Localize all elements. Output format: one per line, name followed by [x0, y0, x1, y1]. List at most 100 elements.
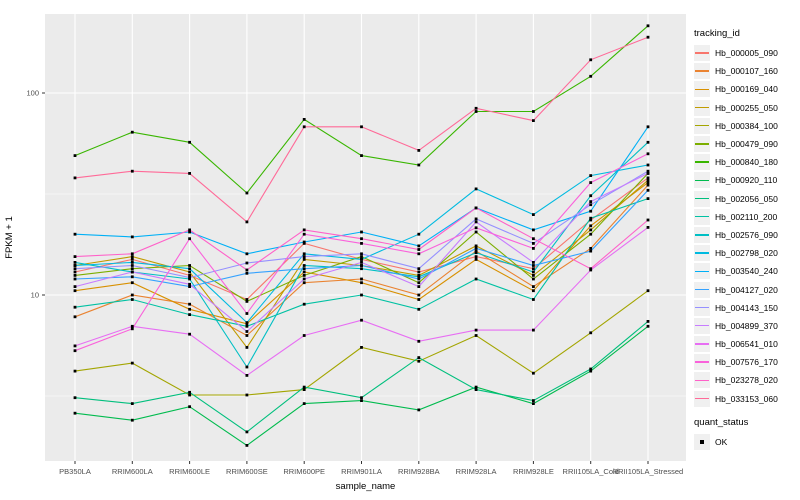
data-point	[474, 385, 478, 389]
data-point	[73, 305, 77, 309]
data-point	[360, 252, 363, 256]
legend-key-swatch	[694, 372, 710, 389]
data-point	[360, 255, 363, 258]
data-point	[532, 242, 535, 245]
data-point	[589, 232, 593, 236]
data-point	[474, 255, 478, 258]
data-point	[360, 346, 363, 349]
x-tick-label: RRIM901LA	[341, 467, 382, 476]
data-point	[646, 24, 650, 28]
data-point	[73, 261, 77, 264]
legend-entry-Hb_000384_100: Hb_000384_100	[694, 117, 800, 135]
data-point	[302, 388, 306, 391]
legend-entry-label: Hb_002576_090	[715, 229, 778, 240]
data-point	[474, 187, 478, 191]
legend-entry-Hb_006541_010: Hb_006541_010	[694, 335, 800, 353]
legend-key-swatch	[694, 299, 710, 316]
data-point	[360, 293, 363, 297]
legend-line-icon	[695, 270, 709, 272]
data-point	[532, 274, 535, 277]
data-point	[188, 307, 191, 311]
legend-key-swatch	[694, 81, 710, 98]
data-point	[302, 255, 306, 258]
legend-entry-quant-OK: OK	[694, 433, 800, 451]
legend-line-icon	[695, 343, 709, 345]
data-point	[302, 385, 306, 389]
data-point	[188, 405, 191, 409]
data-point	[532, 285, 535, 288]
data-point	[646, 172, 650, 175]
data-point	[73, 264, 77, 267]
legend-line-icon	[695, 361, 709, 363]
legend-entry-Hb_002110_200: Hb_002110_200	[694, 208, 800, 226]
data-point	[360, 242, 363, 245]
x-tick-label: RRIM600SE	[226, 467, 268, 476]
data-point	[188, 313, 191, 316]
data-point	[130, 327, 134, 331]
data-point	[302, 252, 306, 256]
legend-key-swatch	[694, 281, 710, 298]
plot-panel	[45, 14, 686, 461]
data-point	[532, 402, 535, 405]
legend-entry-Hb_003540_240: Hb_003540_240	[694, 262, 800, 280]
data-point	[474, 277, 478, 281]
data-point	[417, 270, 421, 274]
data-point	[360, 125, 363, 129]
legend-key-swatch	[694, 245, 710, 262]
data-point	[73, 270, 77, 274]
data-point	[73, 176, 77, 180]
data-point	[532, 371, 535, 375]
data-point	[245, 268, 249, 272]
data-point	[532, 119, 535, 122]
legend-line-icon	[695, 306, 709, 309]
data-point	[360, 396, 363, 400]
x-axis-title: sample_name	[336, 481, 396, 492]
legend-entry-Hb_000920_110: Hb_000920_110	[694, 171, 800, 189]
data-point	[188, 230, 191, 234]
data-point	[130, 281, 134, 285]
data-point	[188, 267, 191, 271]
data-point	[130, 255, 134, 258]
data-point	[589, 249, 593, 253]
legend-entry-Hb_000479_090: Hb_000479_090	[694, 135, 800, 153]
legend-key-swatch	[694, 172, 710, 189]
data-point	[360, 277, 363, 281]
legend-line-icon	[695, 179, 709, 181]
data-point	[589, 209, 593, 213]
data-point	[130, 267, 134, 271]
data-point	[589, 74, 593, 78]
data-point	[245, 252, 249, 256]
data-point	[646, 197, 650, 200]
data-point	[646, 35, 650, 39]
data-point	[589, 194, 593, 198]
data-point	[474, 244, 478, 248]
legend-point-icon	[700, 439, 704, 444]
data-point	[130, 324, 134, 328]
data-point	[188, 390, 191, 394]
legend-key-swatch	[694, 136, 710, 153]
data-point	[589, 218, 593, 222]
data-point	[130, 261, 134, 264]
data-point	[188, 270, 191, 274]
data-point	[130, 169, 134, 173]
data-point	[589, 228, 593, 232]
data-point	[417, 339, 421, 343]
data-point	[302, 334, 306, 337]
data-point	[245, 324, 249, 328]
x-tick-label: RRIM928BA	[398, 467, 440, 476]
legend-entry-label: OK	[715, 436, 728, 447]
data-point	[73, 369, 77, 373]
legend-panel: tracking_id Hb_000005_090 Hb_000107_160 Hb…	[694, 28, 800, 451]
legend-entry-Hb_000107_160: Hb_000107_160	[694, 62, 800, 80]
legend-line-icon	[695, 288, 709, 291]
data-point	[589, 369, 593, 373]
data-point	[302, 258, 306, 261]
legend-line-icon	[695, 88, 709, 91]
x-tick-label: RRIM928LA	[456, 467, 497, 476]
data-point	[73, 289, 77, 293]
data-point	[474, 328, 478, 332]
data-point	[417, 298, 421, 301]
data-point	[589, 181, 593, 184]
data-point	[73, 315, 77, 319]
data-point	[646, 178, 650, 182]
